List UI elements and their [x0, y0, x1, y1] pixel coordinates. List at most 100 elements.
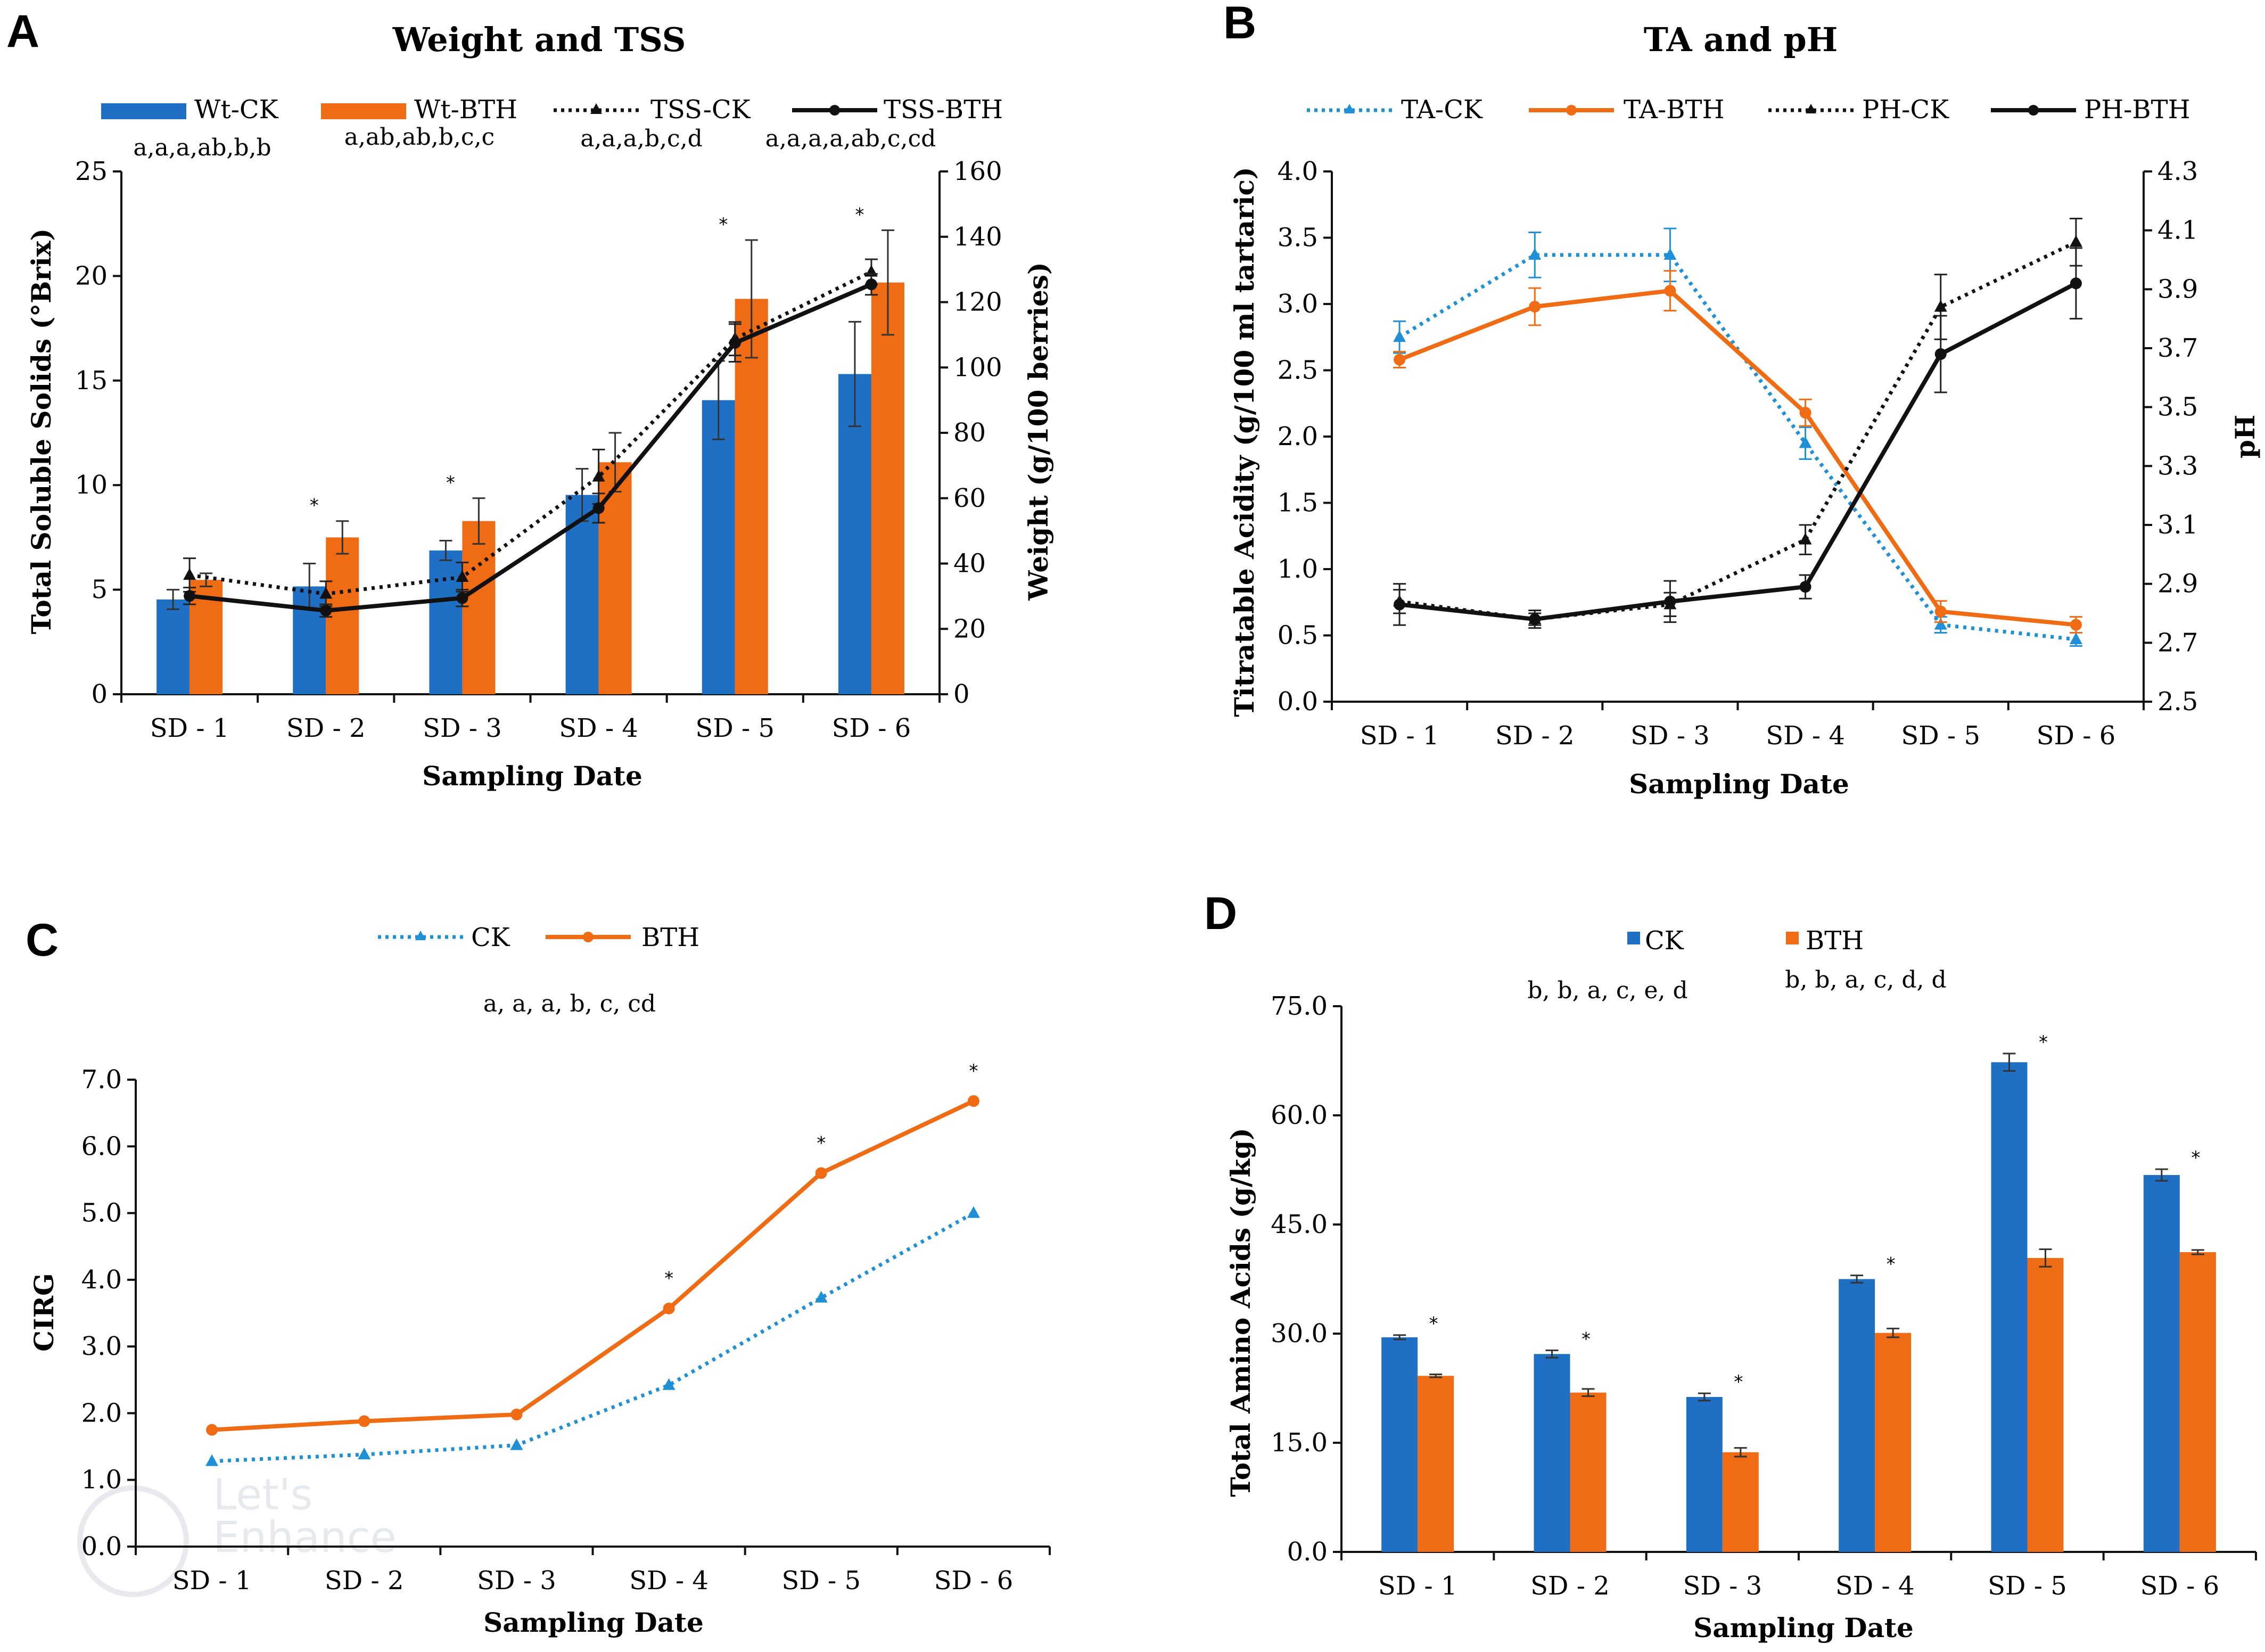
chart-c-ck-point	[662, 1378, 676, 1390]
chart-b-x-tick-label: SD - 2	[1495, 721, 1575, 751]
chart-a-tss-ck-line	[189, 270, 872, 596]
chart-d-x-tick-label: SD - 1	[1378, 1571, 1457, 1601]
chart-c-x-tick-label: SD - 2	[325, 1566, 404, 1596]
chart-b-y-tick-label: 0.0	[1278, 687, 1318, 717]
chart-b-ta-ck-point	[1934, 618, 1947, 630]
chart-c-y-tick-label: 2.0	[81, 1398, 122, 1428]
chart-a-y2-tick-label: 0	[953, 679, 970, 709]
chart-c-bth-point	[206, 1424, 218, 1436]
chart-b-y-tick-label: 2.5	[1278, 356, 1318, 385]
chart-d-xlabel: Sampling Date	[1693, 1612, 1914, 1643]
chart-d-x-tick-label: SD - 5	[1988, 1571, 2067, 1601]
chart-a-y2-tick-label: 20	[953, 614, 986, 644]
legend-label-wt-bth: Wt-BTH	[414, 95, 517, 125]
legend-marker-ta-bth	[1566, 105, 1577, 116]
panel-letter-c: C	[26, 915, 59, 966]
chart-b-ylabel: Titratable Acidity (g/100 ml tartaric)	[1229, 167, 1260, 717]
chart-d-bar-bth	[1722, 1452, 1759, 1552]
chart-c-x-tick-label: SD - 6	[934, 1566, 1014, 1596]
watermark: Let's Enhance	[77, 1470, 397, 1597]
chart-b-ph-bth-point	[2070, 277, 2082, 290]
chart-a-y-tick-label: 10	[75, 470, 108, 500]
legend-marker-ta-ck	[1344, 104, 1355, 113]
chart-a-legend: Wt-CK Wt-BTH TSS-CK TSS-BTH	[101, 95, 1003, 125]
chart-a-letters-wt-ck: a,a,a,ab,b,b	[133, 134, 271, 161]
chart-b-ta-ck-point	[1663, 248, 1677, 260]
legend-marker-ph-bth	[2028, 105, 2039, 116]
chart-a-significance-mark: *	[719, 214, 728, 235]
legend-marker-c-ck	[415, 931, 426, 940]
chart-b-ta-ck-point	[2069, 632, 2082, 644]
chart-c-bth-point	[510, 1408, 523, 1420]
legend-marker-c-bth	[583, 932, 594, 942]
chart-d-y-tick-label: 30.0	[1271, 1319, 1328, 1349]
legend-swatch-d-bth	[1786, 932, 1799, 944]
chart-d-letters-bth: b, b, a, c, d, d	[1785, 966, 1946, 993]
chart-a-significance-mark: *	[855, 204, 864, 225]
chart-d-y-tick-label: 75.0	[1271, 991, 1328, 1021]
chart-d-y-tick-label: 45.0	[1271, 1210, 1328, 1239]
chart-d-bar-bth	[1570, 1392, 1607, 1552]
chart-d-x-tick-label: SD - 3	[1683, 1571, 1762, 1601]
chart-c-y-tick-label: 5.0	[81, 1198, 122, 1228]
chart-a-y2-tick-label: 60	[953, 483, 986, 513]
chart-b-ta-bth-point	[2070, 619, 2082, 631]
chart-a-ylabel: Total Soluble Solids (°Brix)	[26, 228, 57, 634]
chart-d-significance-mark: *	[2039, 1032, 2048, 1053]
chart-a-bar-wt-bth	[326, 537, 359, 694]
chart-b-ta-ck-point	[1799, 436, 1812, 448]
chart-a-x-tick-label: SD - 5	[695, 713, 775, 743]
legend-label-c-bth: BTH	[641, 923, 699, 952]
chart-c-ylabel: CIRG	[28, 1273, 60, 1351]
chart-b-ta-bth-line	[1398, 289, 2077, 627]
chart-d-significance-mark: *	[1429, 1313, 1438, 1335]
chart-b-plot: 0.0 0.5 1.0 1.5 2.0 2.5 3.0 3.5 4.0 2.5 2.7 2.9 3.1 3…	[1278, 157, 2198, 751]
chart-d-bar-bth	[1418, 1376, 1454, 1552]
chart-b-ta-ck-point	[1528, 248, 1542, 260]
chart-b-y2label: pH	[2229, 415, 2261, 458]
chart-b-y-tick-label: 0.5	[1278, 621, 1318, 651]
chart-d-plot: 0.0 15.0 30.0 45.0 60.0 75.0 SD - 1 SD - 2 SD - …	[1271, 991, 2257, 1601]
chart-b-y-tick-label: 1.5	[1278, 488, 1318, 518]
legend-label-c-ck: CK	[471, 923, 510, 952]
legend-label-tss-ck: TSS-CK	[650, 95, 751, 125]
chart-c-y-tick-label: 6.0	[81, 1131, 122, 1161]
chart-b-x-tick-label: SD - 1	[1360, 721, 1439, 751]
chart-c-legend: CK BTH	[378, 923, 699, 952]
chart-c-significance-mark: *	[817, 1132, 826, 1154]
panel-letter-d: D	[1204, 888, 1237, 939]
chart-c-y-tick-label: 4.0	[81, 1265, 122, 1295]
chart-b-y2-tick-label: 3.7	[2157, 333, 2198, 363]
chart-d-bar-bth	[2179, 1252, 2216, 1552]
chart-a-significance-mark: *	[310, 495, 319, 516]
chart-c-x-tick-label: SD - 5	[781, 1566, 861, 1596]
chart-c-significance-mark: *	[969, 1061, 978, 1082]
chart-d-bar-ck	[1991, 1062, 2028, 1552]
chart-d-y-tick-label: 60.0	[1271, 1100, 1328, 1130]
chart-c-ck-point	[205, 1454, 219, 1466]
chart-a-plot: 0 5 10 15 20 25 0 20 40 60 80 100 120 140 160 SD - 1 SD …	[75, 157, 1002, 743]
legend-label-tss-bth: TSS-BTH	[884, 95, 1003, 125]
legend-label-ph-bth: PH-BTH	[2084, 95, 2190, 125]
chart-a-bar-wt-bth	[598, 462, 632, 694]
chart-d-legend: CK BTH	[1627, 926, 1864, 956]
chart-a-y2-tick-label: 100	[953, 352, 1002, 382]
chart-a-tss-bth-point	[729, 337, 741, 349]
chart-a-tss-bth-point	[184, 590, 196, 602]
chart-c-y-tick-label: 7.0	[81, 1065, 122, 1095]
chart-b-y2-tick-label: 2.5	[2157, 687, 2198, 717]
chart-b-x-tick-label: SD - 5	[1901, 721, 1980, 751]
chart-c-ck-point	[510, 1438, 523, 1450]
chart-c-y-tick-label: 0.0	[81, 1532, 122, 1561]
chart-a-letters-tss-bth: a,a,a,a,ab,c,cd	[765, 125, 936, 152]
chart-b-title: TA and pH	[1644, 20, 1838, 59]
chart-c-x-tick-label: SD - 3	[477, 1566, 556, 1596]
chart-b-ta-ck-point	[1393, 330, 1406, 342]
chart-d-bar-bth	[2027, 1258, 2064, 1552]
chart-c-bth-point	[663, 1302, 675, 1314]
chart-a-y2-tick-label: 40	[953, 549, 986, 579]
chart-a-xlabel: Sampling Date	[422, 760, 643, 792]
chart-b-y2-tick-label: 3.5	[2157, 392, 2198, 422]
chart-b-ph-ck-line	[1399, 240, 2077, 621]
